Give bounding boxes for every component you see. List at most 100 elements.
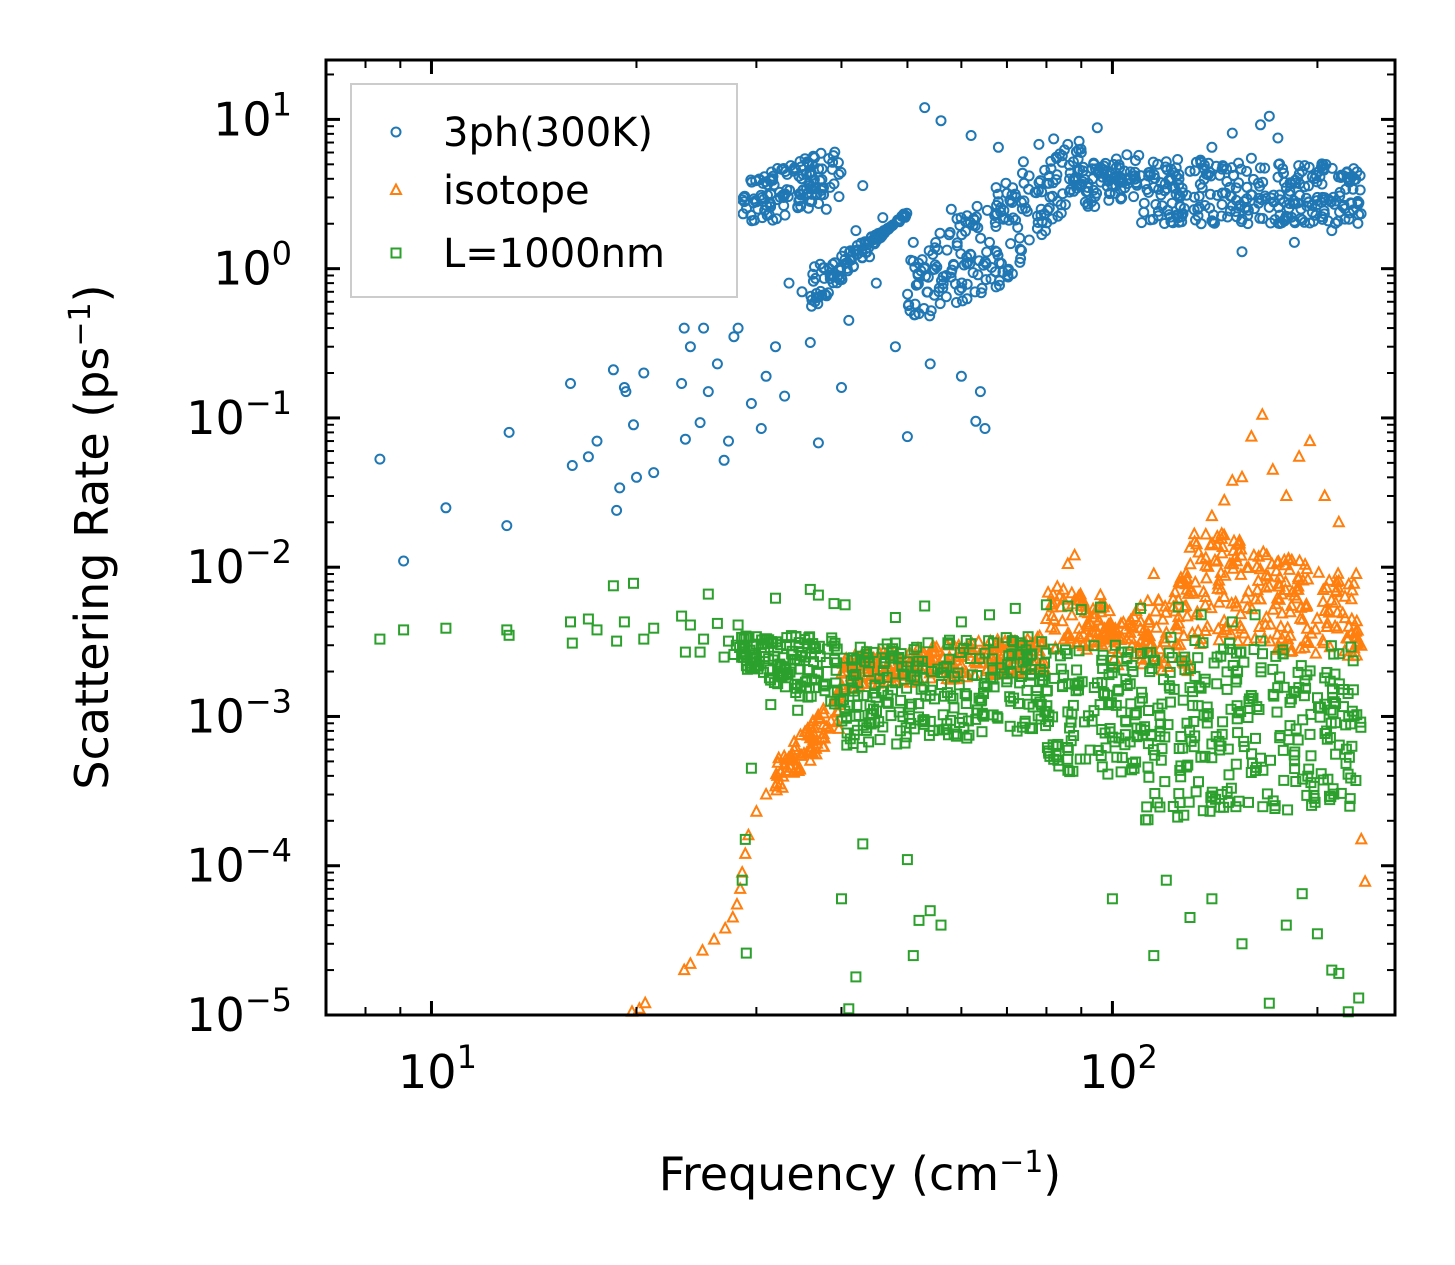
data-point [831, 643, 843, 655]
data-point [1073, 677, 1085, 689]
data-point [1136, 692, 1148, 704]
data-point [1067, 547, 1082, 561]
data-point [1232, 727, 1244, 739]
data-point [1340, 183, 1352, 195]
data-point [1333, 678, 1345, 690]
data-point [1159, 185, 1171, 197]
data-point [1225, 782, 1237, 794]
data-point [973, 692, 985, 704]
data-point [1008, 692, 1020, 704]
data-point [1096, 761, 1108, 773]
data-point [831, 684, 843, 696]
data-point [873, 716, 885, 728]
data-point [1093, 587, 1108, 601]
data-point [1198, 623, 1213, 636]
data-point [812, 710, 826, 723]
data-point [849, 245, 861, 257]
data-point [1096, 654, 1108, 666]
data-point [795, 189, 807, 201]
data-point [1149, 788, 1161, 799]
data-point [792, 201, 804, 213]
data-point [1316, 158, 1328, 170]
data-point [677, 962, 691, 976]
data-point [1171, 609, 1186, 623]
data-point [1177, 742, 1189, 754]
data-point [1107, 661, 1119, 673]
data-point [732, 619, 744, 631]
data-point [1310, 169, 1322, 181]
series-square-2 [374, 577, 1367, 1018]
data-point [1142, 761, 1154, 773]
data-point [679, 646, 691, 658]
data-point [933, 286, 945, 298]
data-point [1277, 163, 1289, 175]
data-point [1349, 624, 1363, 637]
data-point [566, 637, 578, 649]
data-point [1259, 567, 1273, 581]
data-point [1197, 805, 1209, 817]
data-point [833, 191, 845, 203]
data-point [1094, 699, 1106, 711]
data-point [979, 423, 991, 434]
data-point [934, 298, 946, 310]
data-point [905, 698, 917, 710]
data-point [1266, 602, 1280, 615]
data-point [620, 386, 632, 398]
y-tick-label: 10−2 [186, 533, 292, 594]
data-point [1016, 639, 1028, 651]
data-point [611, 635, 623, 647]
data-point [1317, 191, 1329, 203]
data-point [810, 292, 822, 304]
data-point [1172, 601, 1184, 613]
data-point [916, 655, 928, 667]
data-point [1064, 766, 1076, 778]
data-point [741, 203, 752, 214]
data-point [1358, 874, 1372, 887]
data-point [1215, 625, 1230, 638]
data-point [740, 947, 752, 959]
data-point [1343, 213, 1355, 225]
data-point [1032, 217, 1044, 228]
data-point [1328, 648, 1340, 660]
data-point [1291, 571, 1305, 585]
data-point [1340, 743, 1352, 755]
data-point [1035, 203, 1047, 215]
data-point [1345, 197, 1357, 209]
data-point [1179, 576, 1193, 590]
data-point [975, 232, 987, 244]
data-point [836, 893, 847, 905]
data-point [1320, 619, 1334, 632]
data-point [1159, 731, 1171, 743]
data-point [945, 690, 957, 702]
data-point [772, 750, 786, 764]
data-point [628, 419, 639, 431]
data-point [1263, 616, 1278, 630]
legend-entry-triangle: isotope [389, 168, 590, 214]
data-point [1338, 589, 1352, 602]
data-point [1294, 599, 1308, 613]
data-point [857, 719, 869, 731]
data-point [1347, 684, 1359, 696]
data-point [851, 699, 863, 711]
data-point [1181, 717, 1193, 729]
data-point [1279, 488, 1293, 501]
data-point [1037, 674, 1049, 686]
data-point [1223, 769, 1235, 781]
data-point [1303, 196, 1315, 208]
data-point [820, 657, 832, 668]
data-point [948, 258, 959, 270]
data-point [895, 694, 907, 706]
data-point [1288, 749, 1300, 761]
data-point [1198, 597, 1212, 611]
data-point [1087, 606, 1101, 620]
data-point [843, 314, 855, 326]
data-point [1171, 592, 1186, 606]
data-point [732, 322, 744, 334]
data-point [1050, 579, 1064, 592]
data-point [1047, 739, 1059, 751]
data-point [836, 382, 847, 393]
data-point [930, 237, 942, 248]
data-point [1334, 190, 1346, 202]
data-point [1296, 165, 1308, 177]
data-point [1142, 615, 1156, 628]
